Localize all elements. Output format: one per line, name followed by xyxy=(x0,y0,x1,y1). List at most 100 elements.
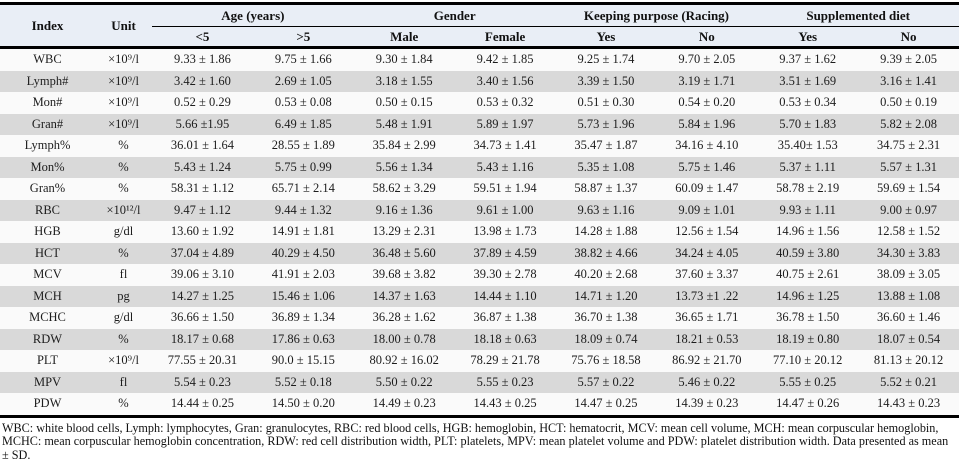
value-cell: 59.69 ± 1.54 xyxy=(877,181,941,196)
value-cell: 14.43 ± 0.23 xyxy=(858,393,959,418)
value-cell: 5.73 ± 1.96 xyxy=(577,116,635,131)
row-index-cell: Gran# xyxy=(31,116,64,131)
value-cell: 14.27 ± 1.25 xyxy=(170,288,234,303)
table-row: Gran%% 58.31 ± 1.12 65.71 ± 2.14 58.62 ± 3.… xyxy=(0,178,959,200)
col-group-supplemented-diet: Supplemented diet xyxy=(757,3,959,27)
row-unit-cell: fl xyxy=(119,267,128,282)
value-cell: 80.92 ± 16.02 xyxy=(369,353,439,368)
table-row: Lymph# ×10⁹/l 3.42 ± 1.60 2.69 ± 1.05 3.18 ±… xyxy=(0,70,959,92)
col-header-age-under5: <5 xyxy=(152,26,253,49)
col-group-keeping-purpose: Keeping purpose (Racing) xyxy=(555,3,758,27)
value-cell: 14.50 ± 0.20 xyxy=(252,393,354,418)
value-cell: 28.55 ± 1.89 xyxy=(271,138,335,153)
value-cell: 0.53 ± 0.34 xyxy=(779,95,837,110)
row-index-cell: MCV xyxy=(33,267,62,282)
value-cell: 36.60 ± 1.46 xyxy=(877,310,941,325)
value-cell: 9.47 ± 1.12 xyxy=(174,202,231,217)
value-cell: 9.61 ± 1.00 xyxy=(476,202,534,217)
row-index-cell: RBC xyxy=(34,202,60,217)
value-cell: 12.58 ± 1.52 xyxy=(877,224,941,239)
value-cell: 14.39 ± 0.23 xyxy=(656,393,758,418)
value-cell: 14.49 ± 0.23 xyxy=(353,393,455,418)
row-unit-cell: % xyxy=(95,393,152,418)
table-row: MCH pg 14.27 ± 1.25 15.46 ± 1.06 14.37 ± 1.6… xyxy=(0,285,959,307)
value-cell: 34.73 ± 1.41 xyxy=(473,138,537,153)
value-cell: 5.46 ± 0.22 xyxy=(678,374,736,389)
value-cell: 81.13 ± 20.12 xyxy=(873,353,944,368)
value-cell: 13.88 ± 1.08 xyxy=(877,288,941,303)
table-row: HGB g/dl 13.60 ± 1.92 14.91 ± 1.81 13.29 ± 2… xyxy=(0,221,959,243)
value-cell: 18.09 ± 0.74 xyxy=(574,331,638,346)
value-cell: 5.82 ± 2.08 xyxy=(880,116,938,131)
value-cell: 65.71 ± 2.14 xyxy=(271,181,335,196)
row-unit-cell: % xyxy=(118,331,129,346)
col-header-female: Female xyxy=(454,26,556,49)
value-cell: 5.50 ± 0.22 xyxy=(375,374,433,389)
value-cell: 5.48 ± 1.91 xyxy=(375,116,433,131)
value-cell: 5.43 ± 1.24 xyxy=(174,159,231,174)
value-cell: 78.29 ± 21.78 xyxy=(470,353,540,368)
value-cell: 14.71 ± 1.20 xyxy=(574,288,638,303)
value-cell: 9.00 ± 0.97 xyxy=(880,202,938,217)
value-cell: 18.00 ± 0.78 xyxy=(372,331,436,346)
col-header-racing-no: No xyxy=(656,26,758,49)
row-index-cell: RDW xyxy=(32,331,63,346)
value-cell: 36.70 ± 1.38 xyxy=(574,310,638,325)
value-cell: 39.30 ± 2.78 xyxy=(473,267,537,282)
value-cell: 12.56 ± 1.54 xyxy=(675,224,739,239)
value-cell: 13.60 ± 1.92 xyxy=(170,224,234,239)
row-index-cell: MCHC xyxy=(29,310,66,325)
value-cell: 9.70 ± 2.05 xyxy=(678,52,736,67)
value-cell: 9.37 ± 1.62 xyxy=(779,52,837,67)
row-index-cell: MPV xyxy=(33,374,62,389)
col-header-racing-yes: Yes xyxy=(555,26,657,49)
table-footnote: WBC: white blood cells, Lymph: lymphocyt… xyxy=(2,420,949,461)
value-cell: 9.75 ± 1.66 xyxy=(274,52,332,67)
table-body: WBC ×10⁹/l 9.33 ± 1.86 9.75 ± 1.66 9.30 ± 1.… xyxy=(0,47,959,418)
value-cell: 5.66 ±1.95 xyxy=(175,116,230,131)
value-cell: 58.31 ± 1.12 xyxy=(170,181,234,196)
table-header: Index Unit Age (years) Gender Keeping pu… xyxy=(0,3,959,49)
row-unit-cell: % xyxy=(118,138,129,153)
value-cell: 0.54 ± 0.20 xyxy=(678,95,736,110)
value-cell: 18.17 ± 0.68 xyxy=(170,331,234,346)
col-header-diet-no: No xyxy=(858,26,959,49)
value-cell: 5.56 ± 1.34 xyxy=(375,159,433,174)
table-row: MCHC g/dl 36.66 ± 1.50 36.89 ± 1.34 36.28 ± … xyxy=(0,307,959,329)
row-unit-cell: % xyxy=(118,181,129,196)
value-cell: 40.20 ± 2.68 xyxy=(574,267,638,282)
value-cell: 0.50 ± 0.15 xyxy=(375,95,433,110)
value-cell: 9.33 ± 1.86 xyxy=(174,52,231,67)
value-cell: 18.07 ± 0.54 xyxy=(877,331,941,346)
value-cell: 5.70 ± 1.83 xyxy=(779,116,837,131)
value-cell: 9.93 ± 1.11 xyxy=(779,202,836,217)
value-cell: 86.92 ± 21.70 xyxy=(672,353,742,368)
value-cell: 36.28 ± 1.62 xyxy=(372,310,436,325)
value-cell: 18.21 ± 0.53 xyxy=(675,331,739,346)
value-cell: 36.78 ± 1.50 xyxy=(776,310,840,325)
value-cell: 3.39 ± 1.50 xyxy=(577,73,635,88)
value-cell: 14.43 ± 0.25 xyxy=(454,393,556,418)
row-index-cell: Mon# xyxy=(32,95,63,110)
row-unit-cell: g/dl xyxy=(113,310,134,325)
value-cell: 37.89 ± 4.59 xyxy=(473,245,537,260)
row-index-cell: Gran% xyxy=(29,181,66,196)
value-cell: 37.60 ± 3.37 xyxy=(675,267,739,282)
row-index-cell: WBC xyxy=(33,52,62,67)
value-cell: 41.91 ± 2.03 xyxy=(271,267,335,282)
value-cell: 34.75 ± 2.31 xyxy=(877,138,941,153)
row-unit-cell: fl xyxy=(119,374,128,389)
table-row: MCV fl 39.06 ± 3.10 41.91 ± 2.03 39.68 ± 3.8… xyxy=(0,264,959,286)
value-cell: 15.46 ± 1.06 xyxy=(271,288,335,303)
row-unit-cell: ×10¹²/l xyxy=(106,202,141,217)
value-cell: 18.18 ± 0.63 xyxy=(473,331,537,346)
value-cell: 5.37 ± 1.11 xyxy=(779,159,836,174)
header-group-row: Index Unit Age (years) Gender Keeping pu… xyxy=(0,3,959,49)
value-cell: 9.25 ± 1.74 xyxy=(577,52,635,67)
table-row: MPV fl 5.54 ± 0.23 5.52 ± 0.18 5.50 ± 0.22 5.… xyxy=(0,371,959,393)
value-cell: 14.96 ± 1.56 xyxy=(776,224,840,239)
table-row: Gran# ×10⁹/l 5.66 ±1.95 6.49 ± 1.85 5.48 ± 1… xyxy=(0,113,959,135)
value-cell: 36.01 ± 1.64 xyxy=(170,138,234,153)
row-index-cell: PDW xyxy=(0,393,95,418)
